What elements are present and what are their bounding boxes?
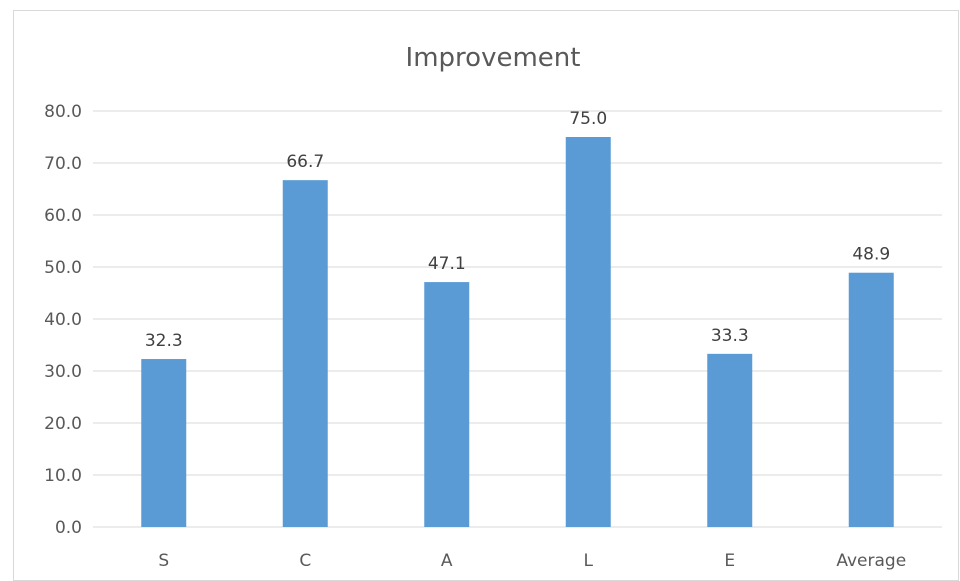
x-category-label: L [584,551,594,571]
y-tick-label: 20.0 [44,414,82,434]
y-tick-label: 10.0 [44,466,82,486]
x-category-label: A [441,551,453,571]
bar-c [282,180,328,527]
y-axis-ticks: 0.0 10.0 20.0 30.0 40.0 50.0 60.0 70.0 80.0 [44,102,82,538]
bar-s [141,359,187,527]
data-label: 75.0 [569,109,607,129]
x-category-label: E [724,551,735,571]
data-label: 48.9 [852,245,890,265]
bars [141,137,894,527]
y-tick-label: 80.0 [44,102,82,122]
bar-l [565,137,611,527]
x-category-label: Average [836,551,906,571]
data-label: 33.3 [711,326,749,346]
y-tick-label: 40.0 [44,310,82,330]
bar-average [848,272,894,527]
data-label: 66.7 [286,152,324,172]
bar-e [707,353,753,527]
y-tick-label: 50.0 [44,258,82,278]
x-category-label: C [299,551,311,571]
data-labels: 32.3 66.7 47.1 75.0 33.3 48.9 [145,109,890,351]
y-tick-label: 70.0 [44,154,82,174]
y-tick-label: 30.0 [44,362,82,382]
data-label: 32.3 [145,331,183,351]
chart-title: Improvement [406,43,581,73]
bar-a [424,282,470,527]
data-label: 47.1 [428,254,466,274]
x-axis-categories: S C A L E Average [158,551,906,571]
x-category-label: S [158,551,169,571]
y-tick-label: 60.0 [44,206,82,226]
y-tick-label: 0.0 [55,518,82,538]
gridlines [93,110,942,528]
